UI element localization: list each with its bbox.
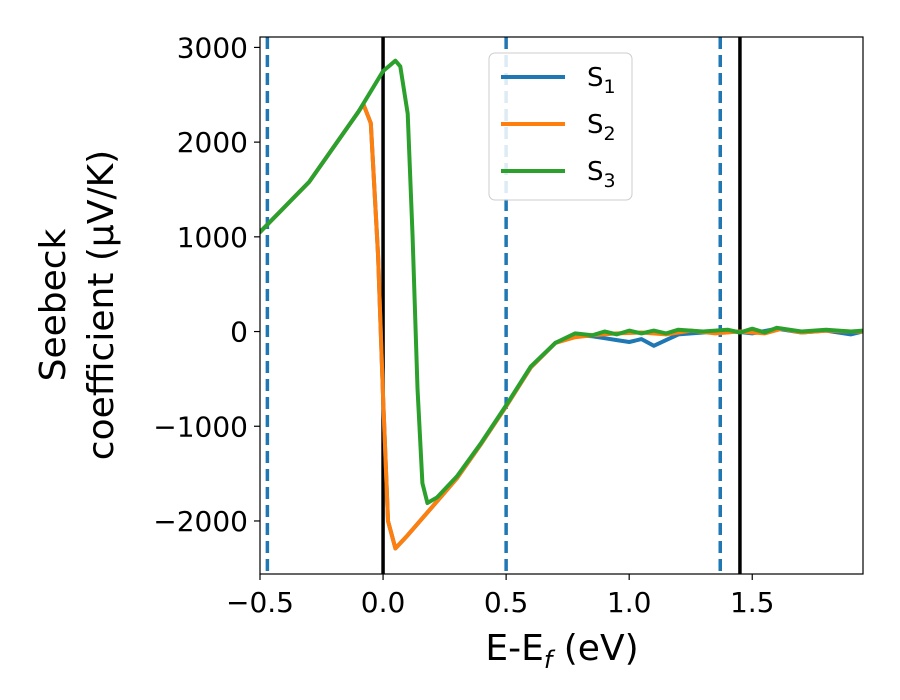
series-line-3 — [260, 58, 863, 505]
x-tick-label: 0.5 — [484, 586, 529, 619]
x-tick-label: 1.0 — [607, 586, 652, 619]
x-axis-ticks: −0.5 0.0 0.5 1.0 1.5 — [226, 574, 775, 619]
legend-box — [488, 52, 633, 201]
y-tick-label: 3000 — [177, 31, 248, 64]
x-axis-label: E-Ef (eV) — [485, 628, 638, 674]
legend-label-1: S1 — [587, 63, 616, 98]
y-axis-ticks: −2000 −1000 0 1000 2000 3000 — [153, 31, 260, 538]
y-axis-label-line2: coefficient (μV/K) — [81, 150, 122, 460]
legend-label-2: S2 — [587, 110, 616, 145]
y-tick-label: −1000 — [153, 410, 248, 443]
y-tick-label: 0 — [230, 316, 248, 349]
vertical-reference-lines — [265, 37, 742, 574]
x-tick-label: −0.5 — [226, 586, 294, 619]
y-axis-label-line1: Seebeck — [33, 228, 74, 381]
y-tick-label: −2000 — [153, 505, 248, 538]
legend: S1 S2 S3 — [488, 52, 633, 201]
y-axis-label: Seebeck coefficient (μV/K) — [33, 150, 122, 460]
series-lines — [260, 58, 863, 551]
y-tick-label: 2000 — [177, 126, 248, 159]
x-tick-label: 1.5 — [730, 586, 775, 619]
legend-label-3: S3 — [587, 157, 616, 192]
plot-frame — [259, 36, 864, 575]
x-tick-label: 0.0 — [361, 586, 406, 619]
y-tick-label: 1000 — [177, 221, 248, 254]
